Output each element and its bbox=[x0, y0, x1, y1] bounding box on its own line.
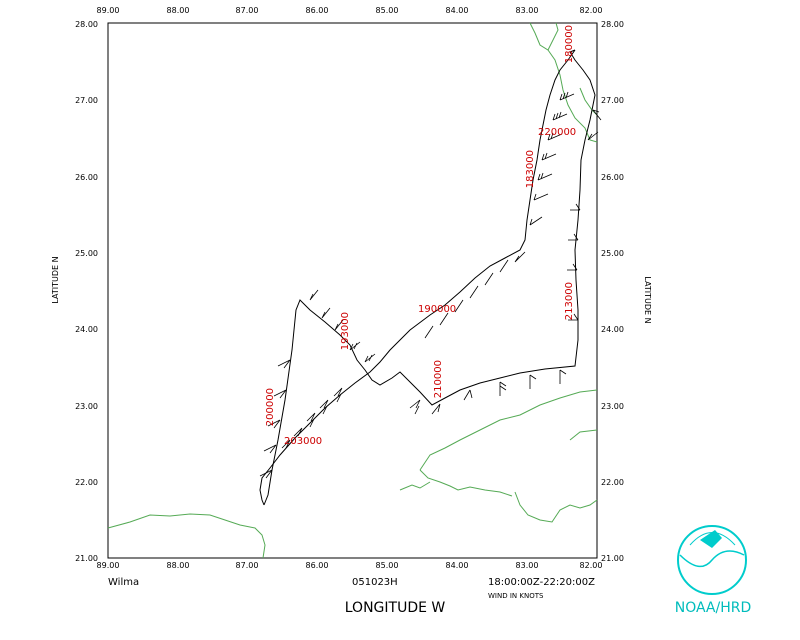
lat-tick-left: 26.00 bbox=[75, 173, 98, 182]
y-axis-label-right: LATITUDE N bbox=[643, 276, 652, 323]
coastline bbox=[107, 22, 598, 559]
lon-tick-top: 86.00 bbox=[306, 6, 329, 15]
wind-barbs bbox=[259, 91, 602, 479]
lon-tick-bottom: 87.00 bbox=[236, 561, 259, 570]
lon-tick-top: 89.00 bbox=[97, 6, 120, 15]
lat-tick-right: 24.00 bbox=[601, 325, 624, 334]
time-label: 203000 bbox=[284, 436, 322, 447]
lat-tick-right: 21.00 bbox=[601, 554, 624, 563]
lat-tick-right: 25.00 bbox=[601, 249, 624, 258]
time-label: 183000 bbox=[525, 150, 536, 188]
lat-tick-right: 27.00 bbox=[601, 96, 624, 105]
time-labels: 180000 183000 190000 193000 200000 20300… bbox=[265, 25, 576, 447]
lat-tick-left: 21.00 bbox=[75, 554, 98, 563]
lon-ticks-top: 89.00 88.00 87.00 86.00 85.00 84.00 83.0… bbox=[97, 6, 603, 15]
time-label: 190000 bbox=[418, 304, 456, 315]
lat-tick-left: 25.00 bbox=[75, 249, 98, 258]
lon-tick-bottom: 85.00 bbox=[376, 561, 399, 570]
date-code: 051023H bbox=[352, 577, 398, 588]
lon-tick-bottom: 83.00 bbox=[516, 561, 539, 570]
lon-tick-top: 85.00 bbox=[376, 6, 399, 15]
lat-tick-right: 23.00 bbox=[601, 402, 624, 411]
noaa-logo bbox=[677, 525, 747, 595]
lon-tick-bottom: 82.00 bbox=[580, 561, 603, 570]
wind-units-label: WIND IN KNOTS bbox=[488, 592, 544, 600]
lon-tick-top: 83.00 bbox=[516, 6, 539, 15]
lon-tick-bottom: 86.00 bbox=[306, 561, 329, 570]
plot-frame bbox=[107, 22, 598, 559]
lon-tick-bottom: 84.00 bbox=[446, 561, 469, 570]
lon-ticks-bottom: 89.00 88.00 87.00 86.00 85.00 84.00 83.0… bbox=[97, 561, 603, 570]
lon-tick-bottom: 89.00 bbox=[97, 561, 120, 570]
time-label: 180000 bbox=[564, 25, 575, 63]
x-axis-label: LONGITUDE W bbox=[345, 600, 446, 616]
lon-tick-bottom: 88.00 bbox=[167, 561, 190, 570]
lat-ticks-left: 21.00 22.00 23.00 24.00 25.00 26.00 27.0… bbox=[75, 20, 98, 563]
lat-tick-right: 28.00 bbox=[601, 20, 624, 29]
time-label: 220000 bbox=[538, 127, 576, 138]
time-label: 210000 bbox=[433, 360, 444, 398]
lon-tick-top: 88.00 bbox=[167, 6, 190, 15]
storm-name: Wilma bbox=[108, 577, 139, 588]
lat-tick-right: 26.00 bbox=[601, 173, 624, 182]
lon-tick-top: 87.00 bbox=[236, 6, 259, 15]
lon-tick-top: 84.00 bbox=[446, 6, 469, 15]
y-axis-label-left: LATITUDE N bbox=[51, 256, 60, 303]
time-label: 213000 bbox=[564, 282, 575, 320]
flight-track bbox=[259, 49, 596, 506]
agency-label: NOAA/HRD bbox=[675, 600, 752, 616]
time-label: 193000 bbox=[340, 312, 351, 350]
lat-tick-left: 27.00 bbox=[75, 96, 98, 105]
lat-tick-left: 28.00 bbox=[75, 20, 98, 29]
lat-tick-left: 22.00 bbox=[75, 478, 98, 487]
time-label: 200000 bbox=[265, 388, 276, 426]
lat-tick-right: 22.00 bbox=[601, 478, 624, 487]
lat-ticks-right: 21.00 22.00 23.00 24.00 25.00 26.00 27.0… bbox=[601, 20, 624, 563]
time-range: 18:00:00Z-22:20:00Z bbox=[488, 577, 595, 588]
lat-tick-left: 23.00 bbox=[75, 402, 98, 411]
lat-tick-left: 24.00 bbox=[75, 325, 98, 334]
lon-tick-top: 82.00 bbox=[580, 6, 603, 15]
